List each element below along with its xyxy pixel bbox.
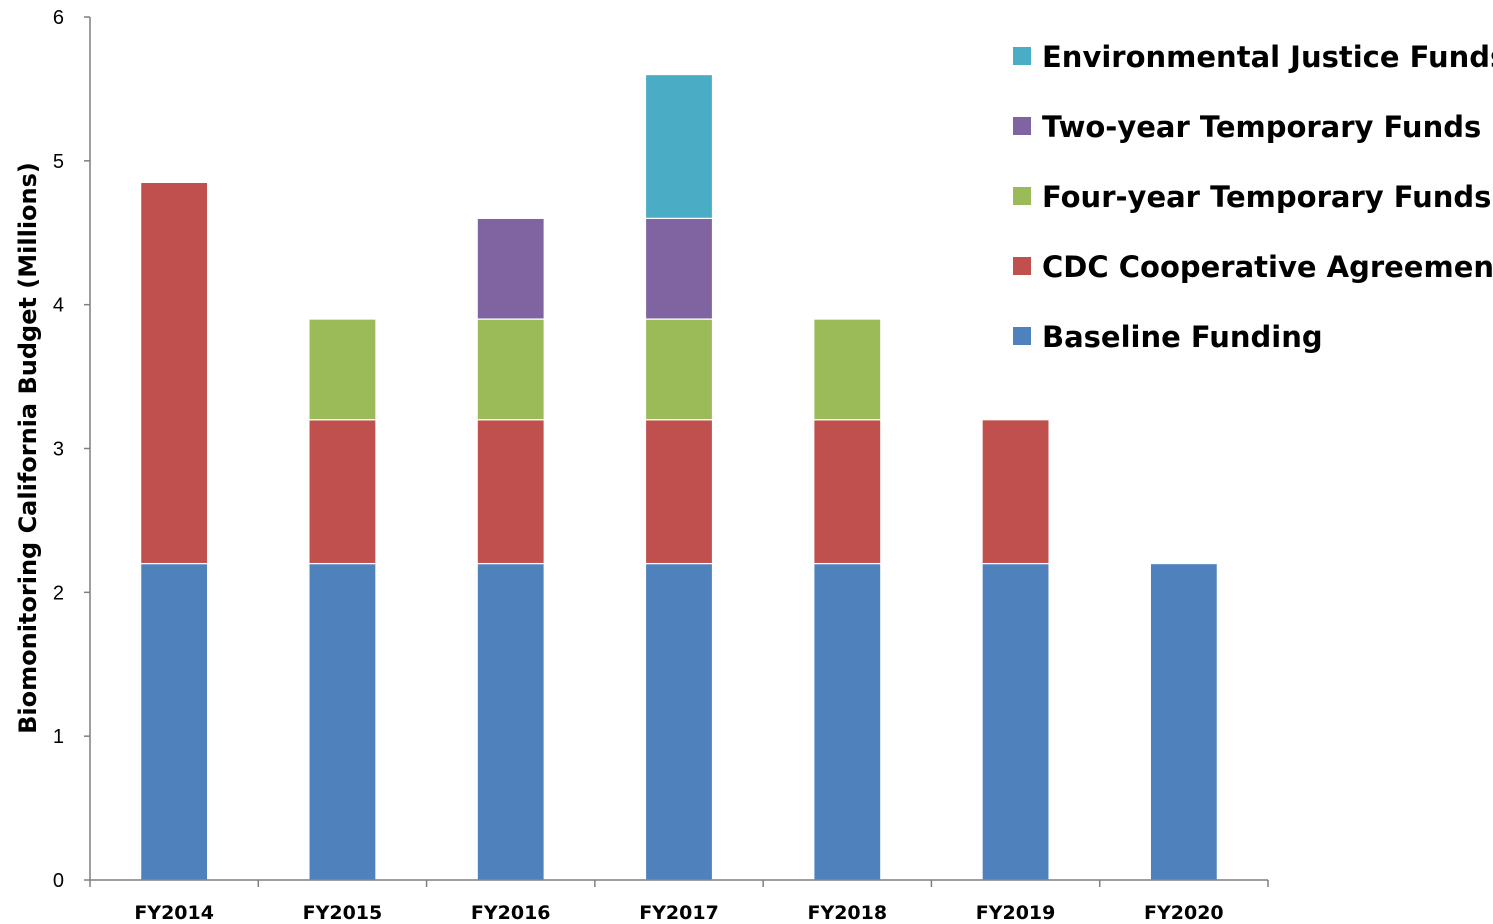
legend-swatch-two-year-temporary-funds xyxy=(1013,117,1031,135)
bar-fy2015-cdc-cooperative-agreement xyxy=(308,419,377,565)
legend-label-four-year-temporary-funds: Four-year Temporary Funds xyxy=(1042,180,1491,214)
bar-fy2015-baseline-funding xyxy=(308,562,377,881)
bar-fy2015-four-year-temporary-funds xyxy=(308,318,377,421)
bar-fy2018-four-year-temporary-funds xyxy=(813,318,882,421)
y-tick-label: 1 xyxy=(53,726,64,748)
bar-fy2016-two-year-temporary-funds xyxy=(476,217,545,320)
legend-swatch-four-year-temporary-funds xyxy=(1013,187,1031,205)
legend: Environmental Justice Funds Two-year Temp… xyxy=(1013,40,1493,354)
bar-fy2014-baseline-funding xyxy=(140,562,209,881)
legend-label-two-year-temporary-funds: Two-year Temporary Funds xyxy=(1042,110,1481,144)
x-category-label: FY2020 xyxy=(1144,902,1224,924)
bar-fy2017-two-year-temporary-funds xyxy=(644,217,714,320)
y-tick-label: 6 xyxy=(53,7,64,29)
legend-swatch-environmental-justice-funds xyxy=(1013,47,1031,65)
legend-label-environmental-justice-funds: Environmental Justice Funds xyxy=(1042,40,1493,74)
axes-layer: 0 1 2 3 4 5 6 FY2014 FY2015 FY2016 FY2017 FY2018 FY2… xyxy=(53,7,1269,924)
x-category-label: FY2017 xyxy=(639,902,719,924)
x-category-label: FY2019 xyxy=(976,902,1056,924)
bar-fy2018-cdc-cooperative-agreement xyxy=(813,419,882,565)
y-tick-label: 2 xyxy=(53,582,64,604)
x-category-label: FY2015 xyxy=(303,902,383,924)
x-category-label: FY2018 xyxy=(807,902,887,924)
x-category-label: FY2016 xyxy=(471,902,551,924)
y-tick-label: 3 xyxy=(53,439,64,461)
legend-label-cdc-cooperative-agreement: CDC Cooperative Agreement xyxy=(1042,250,1493,284)
bar-fy2020-baseline-funding xyxy=(1149,562,1218,881)
bar-fy2017-environmental-justice-funds xyxy=(644,73,714,219)
x-category-label: FY2014 xyxy=(134,902,214,924)
y-tick-label: 4 xyxy=(53,295,64,317)
bar-fy2017-baseline-funding xyxy=(644,562,714,881)
bar-fy2018-baseline-funding xyxy=(813,562,882,881)
legend-swatch-baseline-funding xyxy=(1013,327,1031,345)
bar-fy2016-baseline-funding xyxy=(476,562,545,881)
legend-swatch-cdc-cooperative-agreement xyxy=(1013,257,1031,275)
bar-fy2016-four-year-temporary-funds xyxy=(476,318,545,421)
bar-fy2017-cdc-cooperative-agreement xyxy=(644,419,714,565)
y-tick-label: 5 xyxy=(53,151,64,173)
bar-fy2014-cdc-cooperative-agreement xyxy=(140,181,209,565)
bars-layer xyxy=(140,73,1218,881)
bar-fy2019-cdc-cooperative-agreement xyxy=(981,419,1050,565)
bar-fy2017-four-year-temporary-funds xyxy=(644,318,714,421)
y-axis-title: Biomonitoring California Budget (Million… xyxy=(14,162,42,734)
bar-fy2016-cdc-cooperative-agreement xyxy=(476,419,545,565)
legend-label-baseline-funding: Baseline Funding xyxy=(1042,320,1323,354)
bar-fy2019-baseline-funding xyxy=(981,562,1050,881)
y-tick-label: 0 xyxy=(53,870,64,892)
